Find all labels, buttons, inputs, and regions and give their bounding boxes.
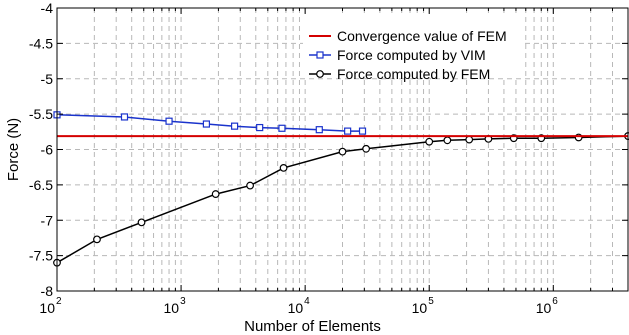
- data-point: [315, 126, 323, 134]
- data-point: [279, 163, 288, 172]
- legend-marker: [316, 70, 324, 78]
- data-point: [165, 117, 173, 125]
- data-point: [256, 123, 264, 132]
- data-point: [278, 124, 286, 132]
- legend-label: Force computed by VIM: [337, 47, 486, 63]
- axis-ticks: -4-4.5-5-5.5-6-6.5-7-7.5-810 2 10 3 10 4 10 5 10…: [29, 0, 628, 316]
- data-point: [443, 136, 452, 145]
- y-tick-label: -4: [41, 0, 54, 16]
- x-tick-label: 10: [163, 300, 179, 316]
- x-tick-exponent: 6: [552, 296, 558, 307]
- data-point: [120, 113, 129, 121]
- data-point: [425, 137, 434, 146]
- data-point: [246, 181, 254, 190]
- x-tick-exponent: 5: [428, 296, 434, 307]
- series-line: [56, 114, 363, 132]
- y-axis-label: Force (N): [5, 118, 22, 181]
- data-point: [362, 144, 371, 153]
- data-point: [338, 147, 347, 156]
- y-tick-label: -8: [41, 283, 54, 299]
- data-point: [93, 235, 101, 244]
- y-tick-label: -7.5: [29, 248, 53, 264]
- y-tick-label: -7: [41, 212, 54, 228]
- legend: Convergence value of FEM Force computed b…: [303, 16, 523, 82]
- x-tick-label: 10: [536, 300, 552, 316]
- x-tick-exponent: 4: [304, 296, 310, 307]
- legend-label: Convergence value of FEM: [337, 28, 507, 44]
- x-axis-label: Number of Elements: [244, 318, 381, 335]
- legend-label: Force computed by FEM: [337, 66, 490, 82]
- x-tick-label: 10: [288, 300, 304, 316]
- y-tick-label: -6.5: [29, 177, 53, 193]
- y-tick-label: -4.5: [29, 35, 53, 51]
- legend-box: [303, 16, 523, 78]
- data-point: [358, 127, 367, 135]
- series-line: [56, 135, 629, 264]
- series-layer: [53, 111, 629, 267]
- y-tick-label: -6: [41, 142, 54, 158]
- data-point: [344, 127, 352, 135]
- x-tick-label: 10: [39, 300, 55, 316]
- data-point: [202, 120, 211, 128]
- data-point: [137, 218, 146, 227]
- y-tick-label: -5: [41, 71, 54, 87]
- x-tick-label: 10: [412, 300, 428, 316]
- x-tick-exponent: 2: [56, 296, 62, 307]
- legend-marker: [316, 51, 324, 59]
- y-tick-label: -5.5: [29, 106, 53, 122]
- data-point: [211, 190, 220, 198]
- data-point: [465, 135, 474, 144]
- x-tick-exponent: 3: [180, 296, 186, 307]
- data-point: [230, 122, 239, 130]
